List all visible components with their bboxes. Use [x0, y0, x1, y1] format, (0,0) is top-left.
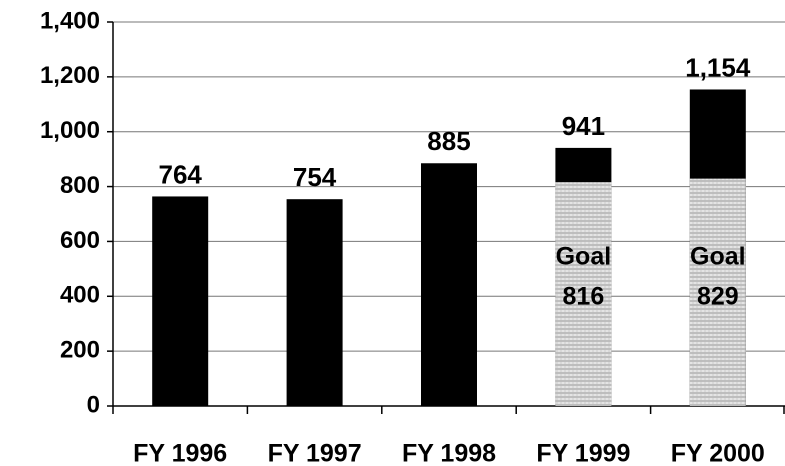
bar — [152, 196, 209, 406]
value-label: 754 — [293, 162, 337, 192]
x-tick-label: FY 1999 — [536, 440, 630, 466]
x-tick-label: FY 1997 — [268, 440, 362, 466]
value-label: 941 — [562, 111, 605, 141]
goal-label: Goal — [690, 243, 746, 271]
y-tick-label: 0 — [87, 391, 100, 418]
y-tick-label: 1,000 — [40, 117, 100, 144]
y-tick-label: 800 — [60, 172, 100, 199]
goal-value-label: 816 — [563, 283, 605, 311]
goal-label: Goal — [556, 243, 612, 271]
x-tick-label: FY 2000 — [671, 440, 765, 466]
goal-bar — [555, 182, 612, 406]
y-tick-label: 1,400 — [40, 7, 100, 34]
y-tick-label: 600 — [60, 227, 100, 254]
goal-bar — [689, 178, 746, 406]
x-tick-label: FY 1996 — [133, 440, 227, 466]
bar — [286, 199, 343, 406]
y-tick-label: 400 — [60, 282, 100, 309]
goal-value-label: 829 — [697, 283, 739, 311]
value-label: 764 — [159, 159, 203, 189]
x-tick-label: FY 1998 — [402, 440, 496, 466]
y-tick-label: 200 — [60, 336, 100, 363]
value-label: 885 — [427, 126, 470, 156]
y-tick-label: 1,200 — [40, 62, 100, 89]
value-label: 1,154 — [685, 52, 751, 82]
bar — [421, 163, 477, 406]
